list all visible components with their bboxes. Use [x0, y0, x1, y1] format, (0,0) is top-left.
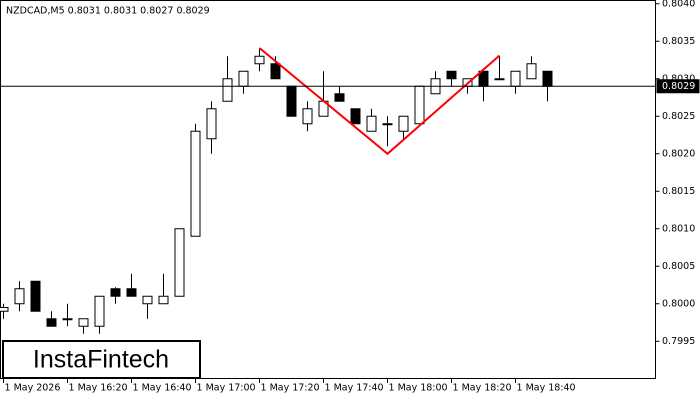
candle-body — [494, 78, 505, 81]
candle-body — [126, 288, 137, 297]
candle-body — [382, 123, 393, 126]
candle-body — [110, 288, 121, 297]
y-tick-label: 0.7995 — [662, 336, 695, 347]
y-tick-label: 0.8035 — [662, 36, 695, 47]
candle-body — [94, 295, 105, 327]
y-tick-label: 0.8015 — [662, 186, 695, 197]
candle-body — [14, 288, 25, 305]
x-tick-label: 1 May 17:40 — [325, 383, 384, 394]
candle-body — [446, 70, 457, 80]
y-tick-label: 0.8020 — [662, 148, 695, 159]
x-tick-label: 1 May 2026 — [5, 383, 61, 394]
candle-body — [158, 295, 169, 305]
candle-body — [142, 295, 153, 305]
x-tick-label: 1 May 18:00 — [389, 383, 448, 394]
last-price-box — [656, 79, 700, 94]
x-tick-label: 1 May 18:40 — [517, 383, 576, 394]
candle-body — [526, 63, 537, 80]
candle-body — [222, 78, 233, 102]
candle-body — [254, 55, 265, 65]
candle-body — [542, 70, 553, 87]
x-tick-label: 1 May 17:00 — [197, 383, 256, 394]
candle-body — [206, 108, 217, 140]
y-tick-label: 0.8040 — [662, 0, 695, 9]
pattern-line — [258, 47, 501, 156]
last-price-label: 0.8029 — [662, 81, 695, 92]
candle-body — [46, 318, 57, 327]
y-tick-label: 0.8025 — [662, 111, 695, 122]
x-tick-label: 1 May 17:20 — [261, 383, 320, 394]
x-tick-label: 1 May 16:40 — [133, 383, 192, 394]
y-tick-label: 0.8030 — [662, 73, 695, 84]
candle-body — [238, 70, 249, 87]
candle-body — [334, 93, 345, 102]
candle-body — [174, 228, 185, 297]
plot-frame — [0, 0, 656, 379]
chart-title: NZDCAD,M5 0.8031 0.8031 0.8027 0.8029 — [6, 6, 210, 17]
candle-body — [78, 318, 89, 327]
candle-body — [366, 115, 377, 132]
candle-body — [190, 130, 201, 237]
candle-body — [270, 63, 281, 80]
candle-body — [398, 115, 409, 132]
logo-box — [2, 340, 201, 379]
y-tick-label: 0.8010 — [662, 223, 695, 234]
x-tick-label: 1 May 16:20 — [69, 383, 128, 394]
candle-body — [62, 318, 73, 321]
x-tick-label: 1 May 18:20 — [453, 383, 512, 394]
candle-body — [414, 85, 425, 125]
marks — [0, 47, 553, 334]
logo: InstaFintech — [33, 346, 169, 374]
candle-body — [0, 307, 9, 312]
candle-body — [302, 108, 313, 125]
candle-body — [30, 280, 41, 312]
candle-body — [350, 108, 361, 125]
candle-body — [286, 85, 297, 117]
candle-body — [510, 70, 521, 87]
y-tick-label: 0.8005 — [662, 261, 695, 272]
y-tick-label: 0.8000 — [662, 298, 695, 309]
